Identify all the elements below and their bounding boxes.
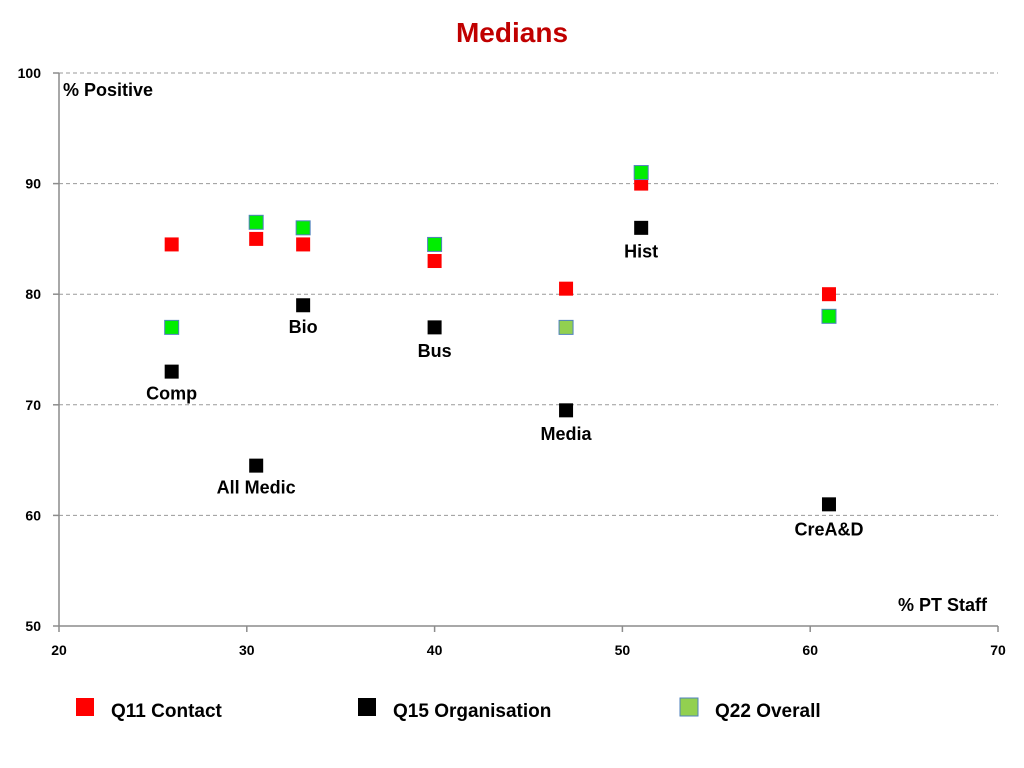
point-q15-organisation bbox=[249, 458, 264, 473]
legend-marker bbox=[76, 698, 94, 716]
point-q22-overall bbox=[821, 308, 837, 324]
axes bbox=[58, 73, 998, 627]
point-label: Bus bbox=[418, 341, 452, 361]
point-q11-contact bbox=[164, 237, 179, 252]
x-tick-label: 20 bbox=[51, 642, 67, 658]
legend-label: Q15 Organisation bbox=[393, 701, 551, 722]
point-label: Hist bbox=[624, 242, 658, 262]
point-label: Media bbox=[541, 424, 593, 444]
point-q11-contact bbox=[634, 176, 649, 191]
point-q11-contact bbox=[559, 281, 574, 296]
gridlines bbox=[59, 72, 998, 516]
legend-marker bbox=[358, 698, 376, 716]
y-axis-label: % Positive bbox=[63, 80, 153, 100]
point-q22-overall bbox=[558, 319, 574, 335]
point-q15-organisation bbox=[427, 320, 442, 335]
legend: Q11 Contact Q15 Organisation Q22 Overall bbox=[76, 697, 821, 722]
point-q22-overall bbox=[633, 165, 649, 181]
point-q22-overall bbox=[427, 236, 443, 252]
point-q11-contact bbox=[821, 287, 836, 302]
y-tick-label: 50 bbox=[25, 618, 41, 634]
point-q15-organisation bbox=[559, 403, 574, 418]
x-axis-label: % PT Staff bbox=[898, 595, 988, 615]
chart-title: Medians bbox=[456, 17, 568, 48]
legend-label: Q22 Overall bbox=[715, 701, 821, 722]
legend-label: Q11 Contact bbox=[111, 701, 223, 722]
x-tick-label: 60 bbox=[802, 642, 818, 658]
y-tick-label: 90 bbox=[25, 176, 41, 192]
point-q15-organisation bbox=[164, 364, 179, 379]
point-q11-contact bbox=[249, 231, 264, 246]
point-label: Bio bbox=[289, 317, 318, 337]
point-q15-organisation bbox=[296, 298, 311, 313]
point-label: CreA&D bbox=[794, 519, 863, 539]
y-tick-label: 100 bbox=[18, 65, 42, 81]
point-q22-overall bbox=[295, 220, 311, 236]
point-label: Comp bbox=[146, 383, 197, 403]
point-q22-overall bbox=[248, 214, 264, 230]
x-tick-label: 50 bbox=[615, 642, 631, 658]
x-tick-label: 30 bbox=[239, 642, 255, 658]
point-q15-organisation bbox=[634, 220, 649, 235]
legend-marker bbox=[679, 697, 699, 717]
point-q15-organisation bbox=[821, 497, 836, 512]
y-tick-label: 60 bbox=[25, 507, 41, 523]
x-tick-label: 40 bbox=[427, 642, 443, 658]
y-tick-label: 80 bbox=[25, 286, 41, 302]
point-labels: Comp All Medic Bio Bus Media Hist CreA&D bbox=[146, 242, 863, 540]
data-points bbox=[164, 165, 837, 512]
point-q22-overall bbox=[164, 319, 180, 335]
x-tick-label: 70 bbox=[990, 642, 1006, 658]
tick-labels: 20 30 40 50 60 70 50 60 70 80 90 100 bbox=[18, 65, 1006, 658]
y-tick-label: 70 bbox=[25, 397, 41, 413]
point-label: All Medic bbox=[217, 477, 296, 497]
point-q11-contact bbox=[427, 254, 442, 269]
point-q11-contact bbox=[296, 237, 311, 252]
